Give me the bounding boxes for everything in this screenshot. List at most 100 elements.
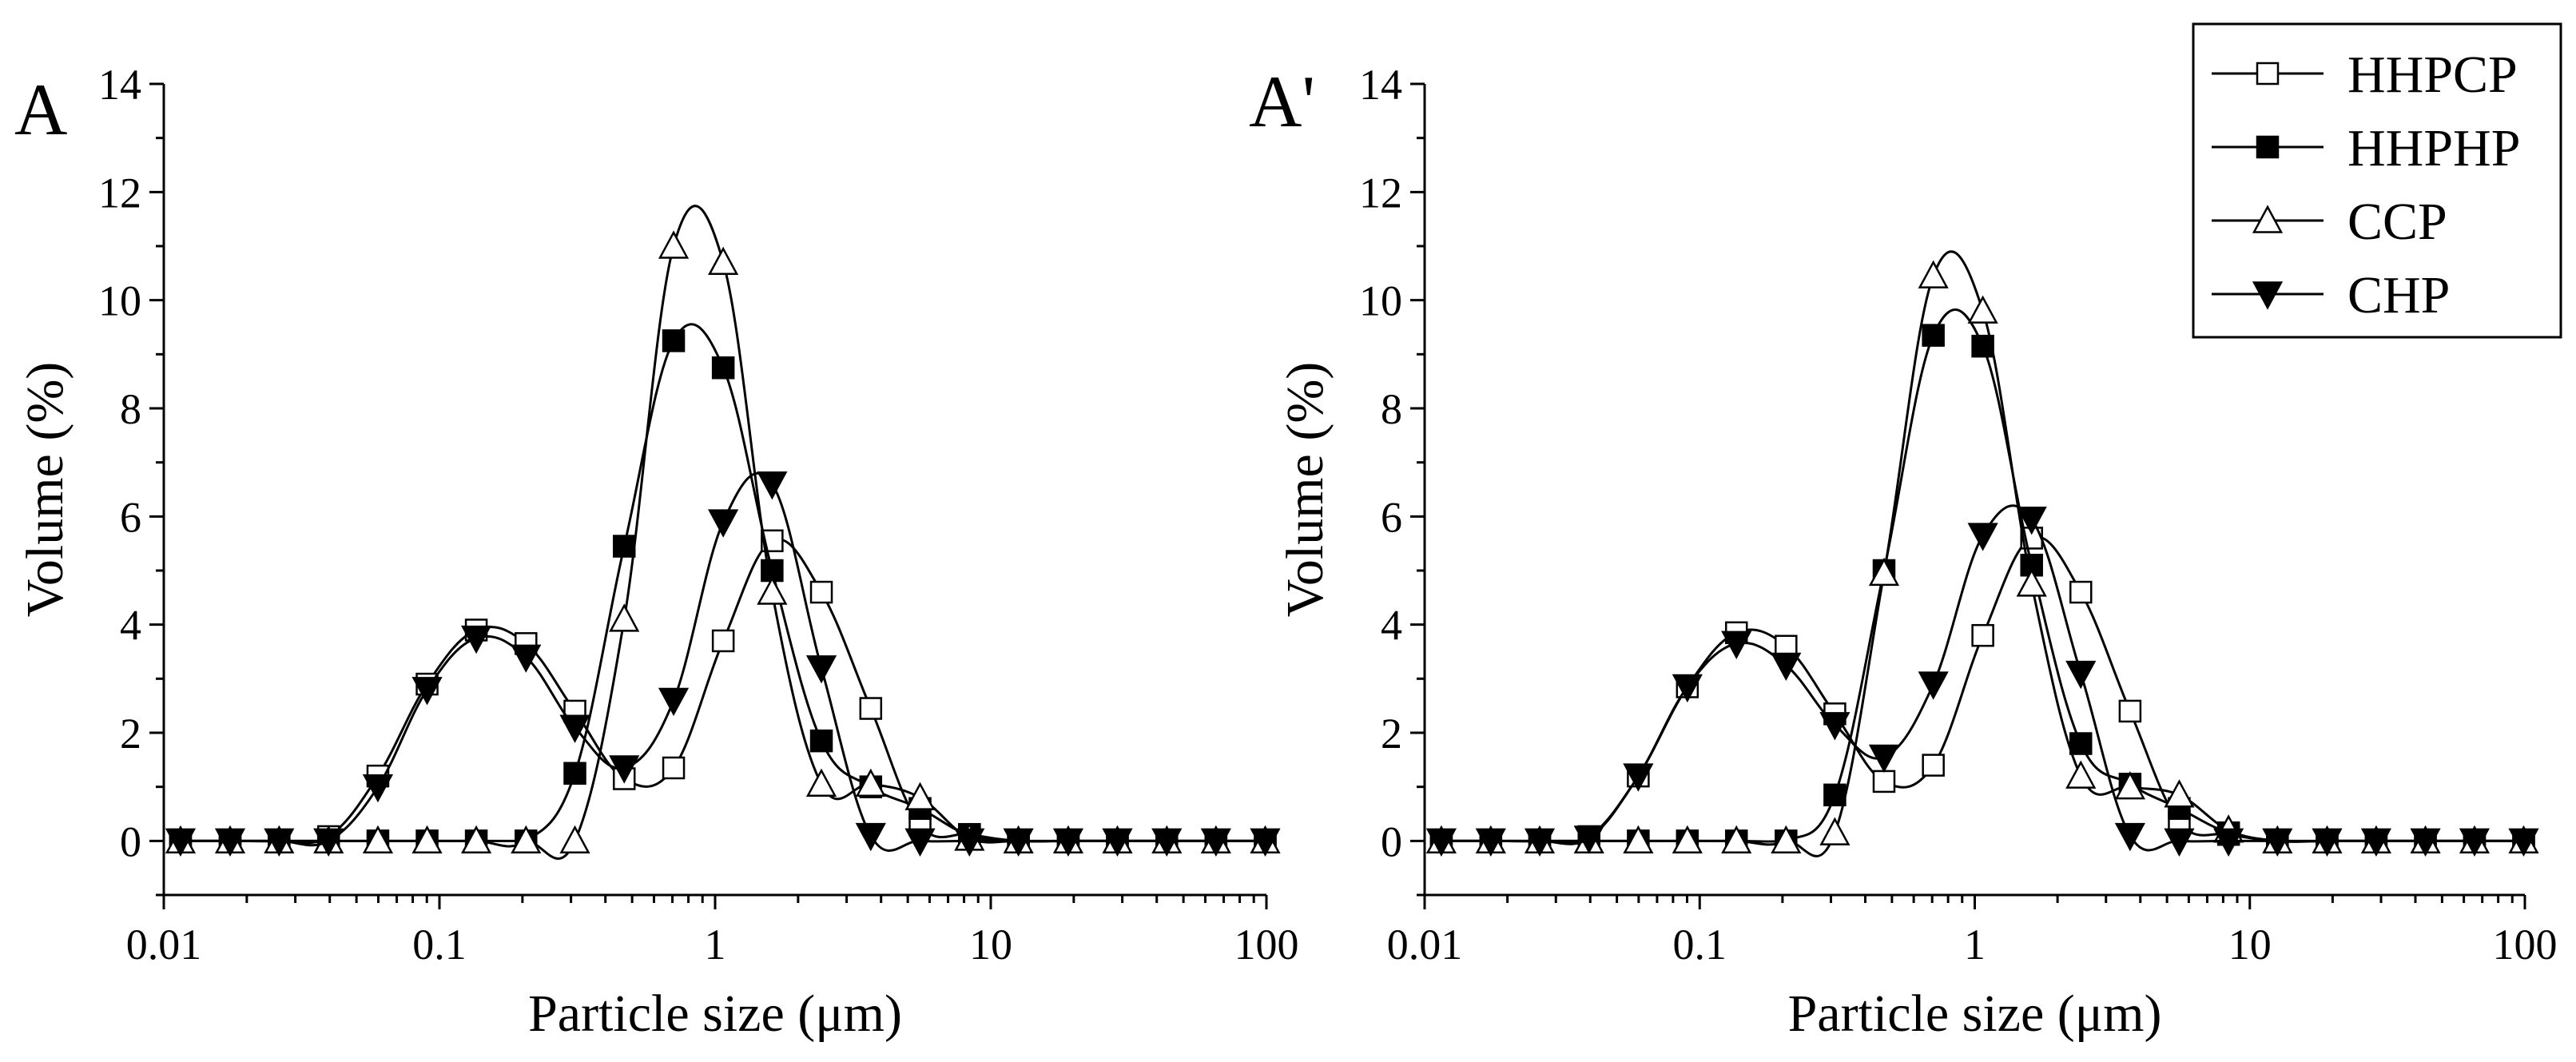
data-point [511, 644, 542, 673]
data-point [859, 697, 883, 720]
data-point [460, 625, 492, 654]
data-point [1672, 825, 1703, 854]
data-point [805, 768, 837, 797]
series-line [180, 538, 1266, 845]
data-point [2016, 507, 2047, 535]
data-point [757, 471, 788, 500]
data-point [2508, 828, 2539, 857]
series-chp [165, 471, 1281, 857]
data-point [658, 687, 690, 717]
data-point [559, 714, 590, 743]
data-point [2262, 828, 2293, 857]
data-point [1918, 671, 1949, 700]
x-axis-title: Particle size (μm) [528, 984, 902, 1043]
legend-label: HHPCP [2347, 46, 2518, 104]
y-tick-label: 4 [120, 602, 141, 650]
data-point [1868, 557, 1900, 587]
data-point [1922, 324, 1945, 347]
data-point [165, 828, 197, 857]
data-point [362, 774, 394, 803]
data-point [708, 246, 739, 275]
data-point [662, 329, 686, 352]
data-point [2213, 828, 2244, 857]
x-tick-label: 10 [2228, 921, 2272, 969]
panel-a: 0 2 4 6 8 10 12 14 0.01 0.1 1 10 100 Particle size (μ… [14, 61, 1299, 1043]
data-point [809, 580, 833, 604]
x-tick-label: 0.1 [412, 921, 467, 969]
data-point [559, 825, 590, 854]
data-point [805, 655, 837, 684]
data-point [214, 828, 246, 857]
series-hhphp [169, 323, 1277, 853]
panel-label: A [14, 69, 67, 150]
data-point [1524, 828, 1556, 857]
data-point [809, 729, 833, 753]
data-point [460, 825, 492, 854]
x-tick-label: 0.01 [126, 921, 202, 969]
x-axis-title: Particle size (μm) [1788, 984, 2162, 1043]
legend-label: HHPHP [2347, 119, 2520, 177]
data-point [609, 603, 640, 632]
y-tick-label: 12 [1359, 169, 1402, 217]
data-point [708, 509, 739, 538]
data-point [1425, 828, 1457, 857]
x-tick-label: 1 [705, 921, 726, 969]
y-axis-title: Volume (%) [1276, 362, 1334, 618]
x-tick-label: 1 [1964, 921, 1986, 969]
data-point [1819, 817, 1851, 845]
data-point [1573, 825, 1604, 854]
y-tick-label: 0 [1381, 817, 1402, 865]
data-point [1102, 828, 1133, 857]
data-point [904, 782, 936, 810]
data-point [1475, 828, 1506, 857]
legend: HHPCP HHPHP CCP CHP [2192, 22, 2562, 339]
data-point [855, 768, 886, 797]
data-point [1771, 652, 1802, 682]
data-point [2114, 822, 2145, 852]
data-point [954, 828, 985, 857]
data-point [1971, 623, 1994, 647]
data-point [1672, 674, 1703, 703]
y-tick-label: 0 [120, 817, 141, 865]
x-tick-label: 100 [2493, 921, 2558, 969]
data-point [313, 828, 344, 857]
series-line [1441, 535, 2524, 845]
x-tick-label: 10 [969, 921, 1012, 969]
data-point [1623, 825, 1654, 854]
data-point [1250, 828, 1281, 857]
data-point [1918, 260, 1949, 288]
data-point [2114, 771, 2145, 800]
y-tick-label: 10 [1359, 277, 1402, 325]
data-point [2065, 760, 2097, 789]
y-tick-label: 10 [98, 277, 141, 325]
x-tick-label: 100 [1234, 921, 1299, 969]
data-point [2459, 828, 2491, 857]
y-tick-label: 8 [120, 385, 141, 433]
data-point [2069, 732, 2093, 755]
series-line [180, 323, 1266, 848]
legend-marker [2252, 205, 2284, 233]
legend-label: CHP [2347, 266, 2450, 324]
y-tick-label: 6 [120, 493, 141, 541]
y-tick-label: 14 [98, 61, 141, 109]
data-point [1819, 712, 1851, 741]
data-point [1922, 754, 1945, 777]
data-point [757, 576, 788, 605]
data-point [2164, 828, 2195, 857]
y-tick-label: 4 [1381, 602, 1402, 650]
legend-marker [2256, 62, 2280, 86]
legend-item-hhphp: HHPHP [2212, 119, 2520, 177]
data-point [2410, 828, 2441, 857]
data-point [511, 825, 542, 854]
legend-item-ccp: CCP [2212, 193, 2447, 251]
y-tick-label: 6 [1381, 493, 1402, 541]
series-hhpcp [169, 529, 1277, 853]
legend-marker [2256, 135, 2280, 159]
data-point [658, 230, 690, 259]
data-point [662, 756, 686, 780]
series-hhphp [1429, 308, 2535, 853]
data-point [1200, 828, 1231, 857]
legend-label: CCP [2347, 193, 2447, 251]
series-chp [1425, 504, 2539, 857]
